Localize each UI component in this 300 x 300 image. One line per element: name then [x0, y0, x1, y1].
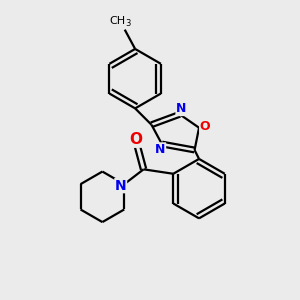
Text: N: N — [176, 103, 186, 116]
Text: O: O — [200, 120, 210, 133]
Text: CH: CH — [109, 16, 125, 26]
Text: N: N — [155, 143, 166, 156]
Text: N: N — [115, 179, 127, 193]
Text: O: O — [130, 132, 142, 147]
Text: 3: 3 — [125, 19, 130, 28]
